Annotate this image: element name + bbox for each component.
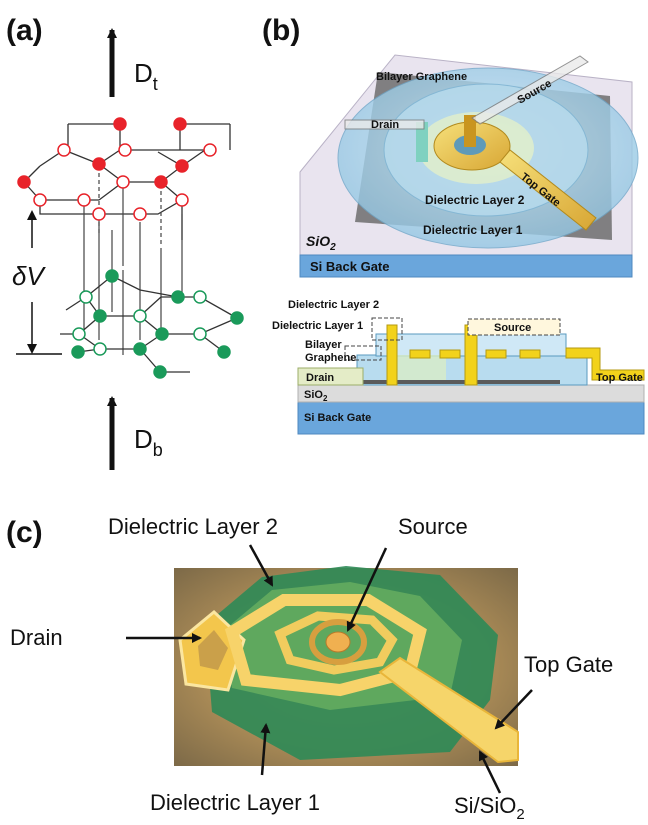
panel-c-label: (c) bbox=[6, 516, 43, 549]
bottom-layer-atoms bbox=[71, 269, 244, 379]
gap-label: δV bbox=[12, 261, 46, 291]
cs-drain-pad bbox=[297, 367, 364, 386]
cs-dl1-label: Dielectric Layer 1 bbox=[272, 320, 363, 332]
iso-device: Bilayer Graphene Source Drain Top Gate D… bbox=[299, 54, 639, 278]
cs-gate-2 bbox=[439, 349, 461, 359]
iso-drain-post bbox=[416, 122, 428, 162]
micro-outer-ring bbox=[224, 594, 427, 697]
cs-gate-4 bbox=[519, 349, 541, 359]
cs-dl1-box bbox=[344, 345, 382, 361]
cs-source-label: Source bbox=[494, 322, 531, 334]
cs-drain-contact bbox=[386, 324, 398, 386]
panel-b-label: (b) bbox=[262, 14, 300, 47]
panel-b: (b) Bilayer Graphene Source Drain Top Ga… bbox=[262, 14, 645, 435]
cs-topgate-label: Top Gate bbox=[596, 372, 643, 384]
label-topgate: Top Gate bbox=[524, 652, 613, 677]
cs-dl2-label: Dielectric Layer 2 bbox=[288, 299, 379, 311]
cs-gate-1 bbox=[409, 349, 431, 359]
panel-a: (a) Dt Db δV bbox=[6, 14, 244, 470]
label-sisio2: Si/SiO2 bbox=[454, 793, 525, 823]
cs-drain-post bbox=[392, 355, 446, 380]
iso-bilayer-label: Bilayer Graphene bbox=[376, 71, 467, 83]
cs-sio2 bbox=[297, 384, 645, 403]
top-layer-atoms bbox=[17, 117, 217, 221]
iso-sio2-label: SiO2 bbox=[306, 233, 336, 253]
iso-backgate-label: Si Back Gate bbox=[310, 259, 390, 274]
label-drain: Drain bbox=[10, 625, 63, 650]
panel-c: (c) Dielectric Layer 2 Source Drain Top … bbox=[6, 514, 613, 823]
micro-inner-ring bbox=[274, 611, 398, 675]
cs-graphene bbox=[360, 380, 560, 384]
iso-top-gate-arm bbox=[499, 149, 597, 231]
cross-section: Dielectric Layer 2 Dielectric Layer 1 Bi… bbox=[272, 299, 645, 435]
iso-dl2-label: Dielectric Layer 2 bbox=[425, 193, 525, 207]
callout-sisio2 bbox=[478, 750, 502, 794]
arrow-db-label: Db bbox=[134, 424, 163, 460]
cs-bilayer-label-2: Graphene bbox=[305, 352, 356, 364]
cs-backgate-label: Si Back Gate bbox=[304, 412, 371, 424]
cs-bilayer-label-1: Bilayer bbox=[305, 339, 342, 351]
iso-drain-label: Drain bbox=[371, 119, 399, 131]
micro-top-gate-arm bbox=[378, 656, 519, 764]
label-dl1: Dielectric Layer 1 bbox=[150, 790, 320, 815]
panel-a-label: (a) bbox=[6, 14, 43, 47]
label-source: Source bbox=[398, 514, 468, 539]
callout-topgate bbox=[494, 689, 533, 730]
iso-drain-probe bbox=[344, 119, 425, 130]
micro-source-center bbox=[325, 631, 351, 653]
cs-gate-3 bbox=[485, 349, 507, 359]
iso-dl1-label: Dielectric Layer 1 bbox=[423, 223, 523, 237]
cs-top-gate bbox=[565, 347, 645, 381]
cs-backgate bbox=[297, 401, 645, 435]
cs-dl2-box bbox=[371, 317, 403, 341]
callout-dl2 bbox=[248, 544, 274, 587]
iso-source-post bbox=[464, 115, 476, 147]
cs-sio2-label: SiO2 bbox=[304, 389, 328, 403]
label-dl2: Dielectric Layer 2 bbox=[108, 514, 278, 539]
interlayer-lines bbox=[83, 166, 183, 355]
micro-drain-hole bbox=[198, 630, 228, 670]
micrograph bbox=[174, 566, 519, 766]
micro-source-ring bbox=[309, 619, 367, 665]
cs-source-box bbox=[467, 318, 561, 336]
callout-dl1 bbox=[260, 723, 271, 776]
callout-source bbox=[346, 547, 388, 632]
iso-source-probe bbox=[471, 55, 589, 125]
cs-drain-label: Drain bbox=[306, 372, 334, 384]
iso-backgate bbox=[299, 254, 633, 278]
arrow-dt-label: Dt bbox=[134, 58, 158, 94]
